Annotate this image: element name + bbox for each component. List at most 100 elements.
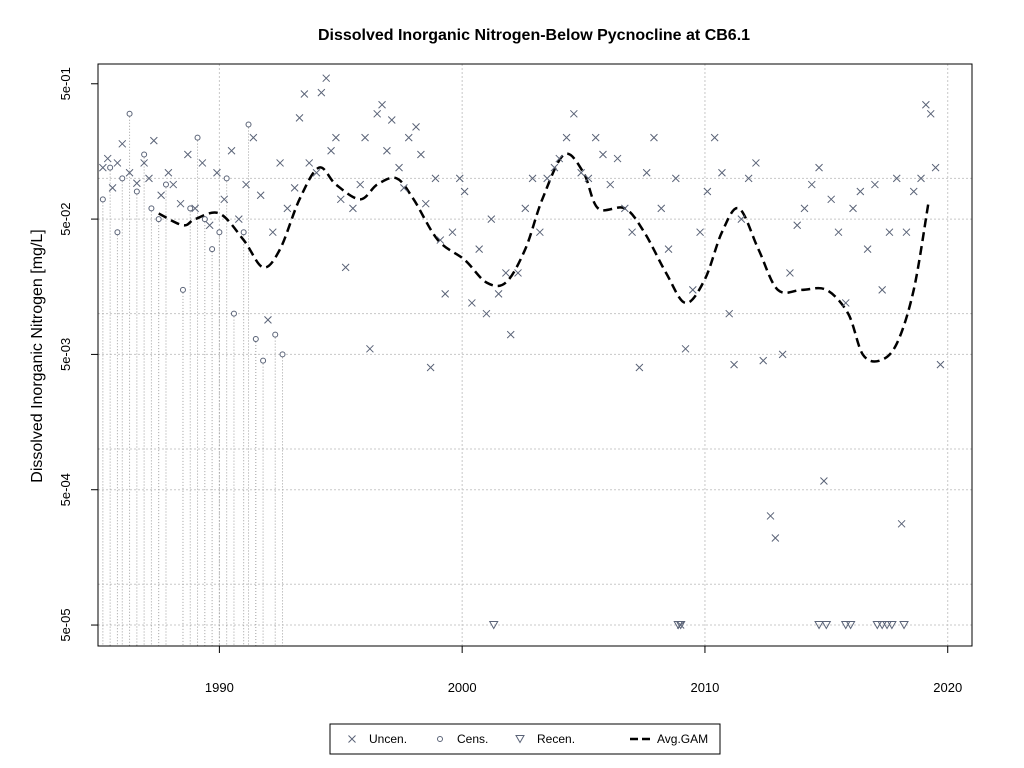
uncensored-point — [400, 184, 408, 192]
uncensored-point — [149, 136, 158, 145]
uncensored-point — [897, 519, 906, 528]
uncensored-point — [856, 187, 865, 196]
x-tick-label: 2020 — [933, 680, 962, 695]
legend-recensored-symbol — [515, 735, 525, 744]
avg-gam-series — [158, 152, 930, 363]
uncensored-point — [606, 180, 615, 189]
uncensored-point — [506, 330, 515, 339]
recensored-point — [877, 621, 888, 630]
uncensored-point — [220, 195, 229, 204]
uncensored-point — [536, 228, 544, 237]
x-tick-label: 1990 — [205, 680, 234, 695]
legend-label: Avg.GAM — [657, 732, 708, 746]
uncensored-point — [514, 269, 522, 277]
uncensored-point — [671, 174, 680, 183]
legend-label: Recen. — [537, 732, 575, 746]
uncensored-point — [191, 204, 199, 213]
uncensored-point — [786, 269, 794, 277]
uncensored-point — [417, 150, 425, 159]
uncensored-point — [620, 204, 629, 213]
censored-point — [99, 196, 106, 203]
uncensored-point — [349, 204, 357, 213]
recensored-point — [814, 621, 824, 630]
uncensored-point — [448, 228, 457, 237]
censored-point — [223, 175, 230, 182]
uncensored-point — [759, 356, 768, 365]
uncensored-point — [834, 228, 843, 237]
uncensored-point — [431, 174, 440, 183]
y-tick-label: 5e-05 — [58, 608, 73, 641]
uncensored-point — [264, 316, 272, 324]
uncensored-point — [256, 191, 265, 200]
uncensored-point — [650, 133, 658, 142]
x-tick-label: 2010 — [690, 680, 719, 695]
uncensored-point — [820, 477, 828, 485]
uncensored-point — [361, 133, 369, 142]
uncensored-point — [543, 174, 551, 183]
y-tick-label: 5e-03 — [58, 338, 73, 371]
recensored-point — [887, 621, 897, 630]
avg-gam-line — [158, 152, 930, 363]
uncensored-point — [635, 363, 644, 372]
uncensored-point — [696, 228, 704, 237]
uncensored-point — [562, 133, 571, 142]
censored-point — [126, 110, 133, 117]
uncensored-point — [800, 204, 809, 213]
uncensored-point — [183, 150, 192, 159]
uncensored-point — [528, 174, 537, 183]
uncensored-point — [356, 180, 365, 189]
uncensored-point — [752, 159, 760, 167]
uncensored-point — [387, 116, 396, 124]
legend-box — [329, 723, 721, 755]
censored-point — [187, 205, 194, 212]
uncensored-point — [441, 290, 450, 298]
uncensored-point — [169, 180, 178, 189]
uncensored-point — [815, 163, 823, 172]
uncensored-point — [383, 146, 391, 155]
uncensored-point — [336, 195, 345, 204]
uncensored-point — [140, 159, 148, 167]
recensored-point — [821, 621, 832, 630]
censored-point — [240, 229, 247, 236]
uncensored-point — [118, 139, 127, 148]
censored-point — [155, 216, 162, 223]
uncensored-point — [378, 100, 386, 109]
censored-point — [133, 188, 140, 195]
uncensored-point — [849, 204, 857, 213]
censored-point — [201, 216, 208, 223]
uncensored-point — [931, 163, 940, 172]
uncensored-point — [412, 123, 420, 131]
recensored-point — [899, 621, 909, 630]
uncensored-point — [426, 363, 435, 372]
uncensored-point — [878, 285, 887, 294]
uncensored-point — [332, 133, 340, 142]
uncensored-point — [926, 109, 935, 118]
censored-point — [279, 351, 286, 358]
legend-uncensored-symbol — [348, 735, 356, 743]
uncensored-point — [657, 204, 666, 213]
legend-label: Uncen. — [369, 732, 407, 746]
uncensored-point — [276, 159, 284, 167]
axes: 1990 2000 2010 2020 5e-01 5e-02 5e-03 5e-04 5e-0… — [58, 67, 962, 695]
uncensored-point — [807, 180, 816, 189]
plot-frame — [97, 63, 973, 647]
uncensored-point — [863, 245, 872, 253]
uncensored-point — [744, 174, 753, 183]
uncensored-point — [295, 113, 304, 122]
y-tick-label: 5e-04 — [58, 473, 73, 506]
chart-title: Dissolved Inorganic Nitrogen-Below Pycno… — [318, 27, 750, 44]
legend-label: Cens. — [457, 732, 488, 746]
uncensored-point — [103, 154, 112, 163]
uncensored-point — [642, 168, 651, 177]
censored-point — [114, 229, 121, 236]
uncensored-point — [502, 269, 510, 277]
uncensored-point — [395, 163, 403, 172]
uncensored-point — [421, 199, 430, 208]
censored-point — [272, 331, 279, 338]
censored-point — [209, 246, 216, 253]
uncensored-point — [569, 109, 578, 118]
uncensored-point — [475, 245, 484, 253]
uncensored-point — [322, 74, 331, 83]
uncensored-point — [300, 90, 309, 98]
censored-point — [119, 175, 126, 182]
